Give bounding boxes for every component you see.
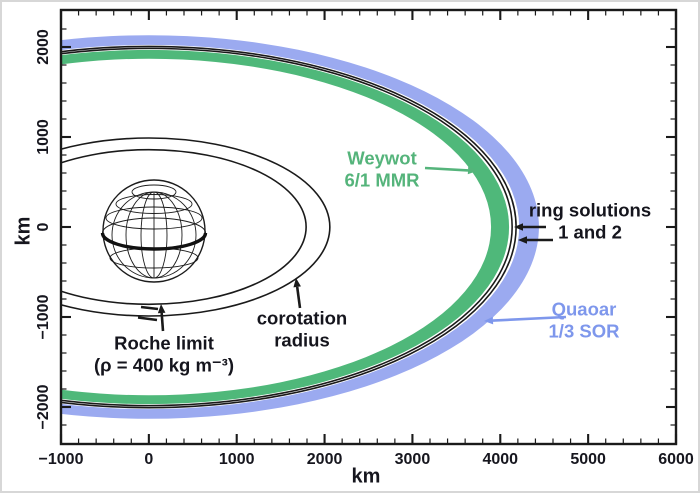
weywot-label-line2: 6/1 MMR [344, 169, 420, 190]
corotation-label: corotation radius [257, 308, 347, 351]
roche-limit-line1: Roche limit [114, 332, 214, 354]
axes-frame-layer [59, 8, 678, 446]
x-tick-label: 0 [144, 451, 154, 468]
x-tick-label: 4000 [482, 451, 519, 468]
corotation-radius-ellipse [61, 137, 331, 317]
ring-solution-ellipse [61, 47, 513, 407]
roche-limit-ellipse [61, 148, 307, 306]
globe-polar-circle [131, 184, 177, 200]
annotation-arrows-layer [157, 166, 567, 332]
roche-dash-mark [140, 305, 159, 311]
plot-frame [59, 8, 678, 446]
ring-solutions-label: ring solutions 1 and 2 [529, 200, 651, 243]
weywot-arrow-head [467, 166, 477, 175]
quaoar-sor-line2: 1/3 SOR [548, 320, 620, 341]
roche-limit-line2: (ρ = 400 kg m⁻³) [94, 354, 234, 375]
quaoar-sor-arrow [492, 315, 567, 322]
quaoar-globe [100, 179, 208, 283]
quaoar-sor-band [61, 35, 539, 419]
quaoar-sor-arrow-head [484, 316, 494, 325]
roche-arrow-head [157, 304, 166, 314]
y-tick-label: 0 [35, 222, 52, 232]
x-tick-label: 3000 [394, 451, 431, 468]
ring-solution-2-arrow-head [518, 236, 527, 244]
corotation-line1: corotation [256, 307, 348, 329]
x-tick-label: 5000 [570, 451, 606, 468]
quaoar-sor-line1: Quaoar [551, 298, 617, 320]
ring-bands-layer [61, 35, 539, 419]
corotation-arrow-head [293, 278, 301, 288]
weywot-mmr-label: Weywot 6/1 MMR [344, 148, 419, 191]
roche-limit-label: Roche limit (ρ = 400 kg m⁻³) [94, 333, 234, 376]
globe-equator-front [100, 232, 208, 251]
x-tick-label: 1000 [218, 451, 255, 468]
ring-solutions-line2: 1 and 2 [558, 221, 622, 242]
weywot-arrow [424, 166, 469, 172]
ring-solution-1-arrow-head [514, 223, 523, 231]
corotation-arrow [295, 286, 302, 309]
y-tick-label: 2000 [35, 29, 52, 65]
y-tick-label: −1000 [35, 294, 52, 340]
x-tick-label: −1000 [38, 451, 84, 468]
ring-solutions-line1: ring solutions [528, 199, 652, 221]
x-tick-label: 6000 [658, 451, 694, 468]
y-tick-label: −2000 [35, 384, 52, 430]
roche-arrow [160, 312, 165, 332]
globe-latitude [105, 206, 203, 230]
globe-latitude [115, 194, 193, 214]
corotation-dash-mark [137, 316, 158, 322]
x-tick-label: 2000 [306, 451, 343, 468]
y-tick-label: 1000 [35, 119, 52, 155]
corotation-line2: radius [274, 329, 330, 350]
x-axis-title: km [351, 465, 381, 488]
y-axis-title: km [12, 216, 35, 246]
quaoar-sor-label: Quaoar 1/3 SOR [549, 299, 620, 342]
weywot-label-line1: Weywot [347, 147, 417, 169]
